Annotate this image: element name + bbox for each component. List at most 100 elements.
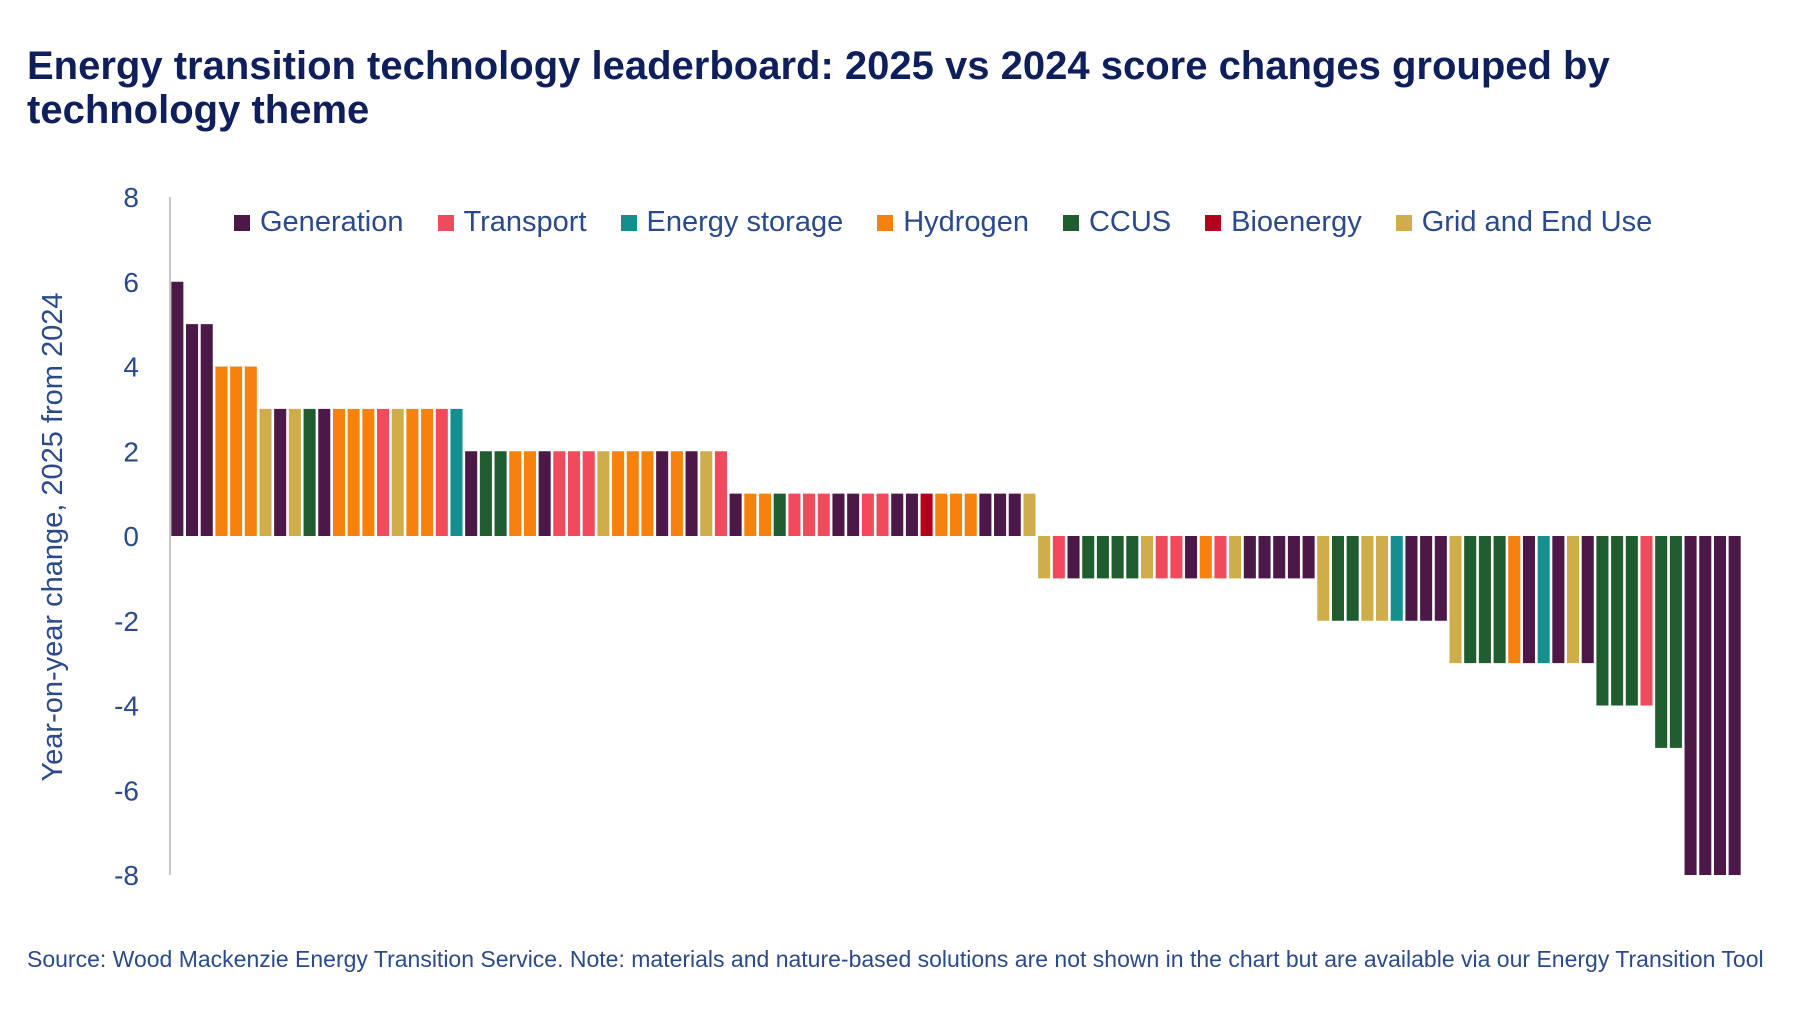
bar-grid-and-end-use: [1140, 536, 1154, 579]
bar-hydrogen: [230, 366, 243, 536]
legend-label: Grid and End Use: [1421, 206, 1653, 238]
bar-transport: [377, 408, 390, 537]
legend-label: Hydrogen: [903, 206, 1029, 238]
bar-ccus: [1611, 536, 1624, 706]
bar-hydrogen: [935, 493, 948, 537]
bar-generation: [832, 493, 845, 537]
bar-generation: [1522, 536, 1535, 664]
legend-item: Energy storage: [620, 206, 843, 239]
bar-generation: [1405, 536, 1418, 621]
bar-ccus: [1082, 536, 1095, 579]
bar-hydrogen: [1508, 536, 1521, 664]
bar-hydrogen: [949, 493, 963, 537]
bar-hydrogen: [347, 408, 360, 537]
bar-transport: [1640, 536, 1653, 706]
bar-generation: [729, 493, 742, 537]
bar-grid-and-end-use: [1449, 536, 1462, 664]
bar-transport: [1155, 536, 1168, 579]
legend-item: Hydrogen: [877, 206, 1029, 239]
bar-generation: [1185, 536, 1198, 579]
y-tick-label: 4: [123, 352, 139, 383]
bar-generation: [1302, 536, 1315, 579]
bar-ccus: [1625, 536, 1638, 706]
y-tick-labels: 8 6 4 2 0 -2 -4 -6 -8: [114, 182, 139, 891]
bar-hydrogen: [332, 408, 345, 537]
bar-generation: [1552, 536, 1565, 664]
bar-generation: [1287, 536, 1300, 579]
legend: Generation Transport Energy storage Hydroge…: [234, 206, 1652, 239]
legend-item: Generation: [234, 206, 404, 239]
legend-label: Bioenergy: [1231, 206, 1362, 238]
y-tick-label: 6: [123, 267, 139, 298]
bar-transport: [1170, 536, 1183, 579]
legend-swatch: [1062, 214, 1079, 231]
bar-bioenergy: [920, 493, 933, 537]
bar-generation: [994, 493, 1007, 537]
bar-generation: [200, 324, 213, 537]
bar-generation: [1684, 536, 1697, 875]
bar-generation: [1258, 536, 1271, 579]
source-note: Source: Wood Mackenzie Energy Transition…: [27, 946, 1764, 972]
bar-generation: [1008, 493, 1021, 537]
bar-generation: [1243, 536, 1256, 579]
bar-generation: [274, 408, 287, 537]
bar-transport: [553, 451, 566, 536]
bar-transport: [788, 493, 801, 537]
chart-title: Energy transition technology leaderboard…: [27, 44, 1610, 132]
legend-label: Generation: [260, 206, 404, 238]
bar-transport: [803, 493, 816, 537]
y-tick-label: -6: [114, 775, 139, 806]
bar-energy-storage: [1537, 536, 1550, 664]
bar-generation: [1713, 536, 1726, 875]
bar-hydrogen: [744, 493, 757, 537]
legend-label: CCUS: [1088, 206, 1172, 238]
bar-grid-and-end-use: [1361, 536, 1374, 621]
bar-hydrogen: [758, 493, 772, 537]
bar-ccus: [1493, 536, 1506, 664]
bar-grid-and-end-use: [700, 451, 713, 536]
bar-ccus: [1346, 536, 1359, 621]
bar-grid-and-end-use: [1317, 536, 1330, 621]
bar-transport: [817, 493, 830, 537]
bar-generation: [186, 324, 199, 537]
bar-hydrogen: [509, 451, 522, 536]
bars-layer: [171, 281, 1741, 875]
bar-hydrogen: [670, 451, 683, 536]
bar-generation: [979, 493, 992, 537]
bar-generation: [538, 451, 551, 536]
bar-energy-storage: [450, 408, 463, 537]
bar-transport: [568, 451, 581, 536]
bar-hydrogen: [1199, 536, 1212, 579]
y-tick-label: -4: [114, 691, 139, 722]
bar-ccus: [773, 493, 786, 537]
bar-ccus: [479, 451, 492, 536]
legend-swatch: [234, 214, 250, 231]
y-tick-label: 8: [123, 182, 139, 213]
bar-generation: [847, 493, 860, 537]
bar-ccus: [1111, 536, 1124, 579]
bar-hydrogen: [421, 408, 434, 537]
bar-hydrogen: [406, 408, 419, 537]
bar-grid-and-end-use: [1038, 536, 1051, 579]
bar-ccus: [1655, 536, 1668, 748]
bar-ccus: [1126, 536, 1139, 579]
bar-ccus: [1669, 536, 1682, 748]
legend-item: CCUS: [1062, 206, 1172, 239]
bar-transport: [1214, 536, 1227, 579]
bar-generation: [905, 493, 918, 537]
bar-transport: [435, 408, 448, 537]
bar-generation: [1273, 536, 1286, 579]
bar-generation: [1728, 536, 1741, 875]
bar-hydrogen: [523, 451, 536, 536]
bar-ccus: [1478, 536, 1491, 664]
bar-transport: [714, 451, 727, 536]
bar-generation: [171, 281, 184, 536]
bar-grid-and-end-use: [1229, 536, 1242, 579]
bar-generation: [1067, 536, 1080, 579]
bar-grid-and-end-use: [1567, 536, 1580, 664]
bar-hydrogen: [612, 451, 625, 536]
bar-hydrogen: [641, 451, 654, 536]
bar-transport: [876, 493, 889, 537]
bar-grid-and-end-use: [1023, 493, 1036, 537]
